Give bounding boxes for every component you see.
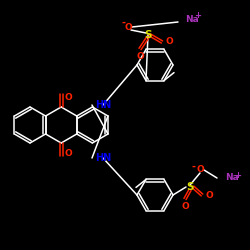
Text: O: O <box>64 92 72 102</box>
Text: -: - <box>192 162 196 172</box>
Text: Na: Na <box>225 174 239 182</box>
Text: +: + <box>234 170 242 179</box>
Text: HN: HN <box>95 100 111 110</box>
Text: O: O <box>124 22 132 32</box>
Text: O: O <box>64 148 72 158</box>
Text: +: + <box>194 12 202 20</box>
Text: HN: HN <box>95 153 111 163</box>
Text: Na: Na <box>185 16 199 24</box>
Text: O: O <box>196 166 204 174</box>
Text: O: O <box>181 202 189 211</box>
Text: O: O <box>136 52 144 61</box>
Text: S: S <box>144 30 152 40</box>
Text: O: O <box>205 190 213 200</box>
Text: -: - <box>121 18 125 28</box>
Text: S: S <box>186 182 194 192</box>
Text: O: O <box>165 38 173 46</box>
